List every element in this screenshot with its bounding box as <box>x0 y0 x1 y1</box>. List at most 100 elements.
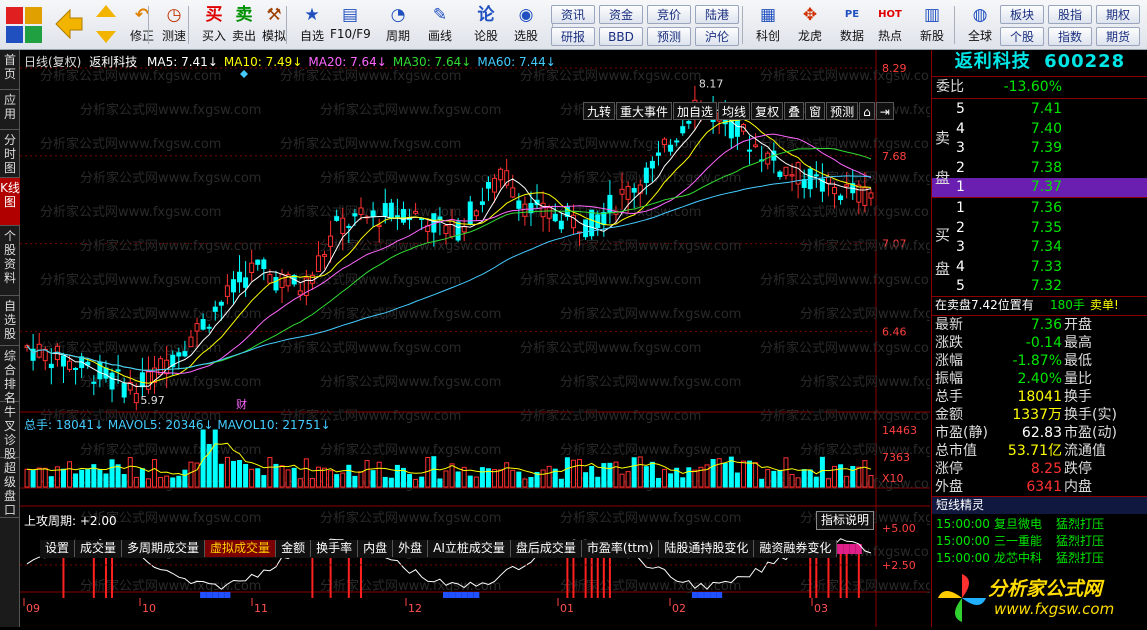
sell-order-row[interactable]: 1 7.37 <box>932 178 1147 197</box>
toolbar-small-button[interactable]: 资金 <box>599 5 643 24</box>
left-tab-8[interactable]: 超级盘口 <box>0 458 20 518</box>
volume-tab-4[interactable]: 金额 <box>276 540 312 557</box>
indicator-trough-block <box>704 592 711 598</box>
up-down-button[interactable] <box>92 2 120 48</box>
toolbar-pen-button[interactable]: ✎ 画线 <box>420 2 460 48</box>
stat-label-right: 流通值 <box>1064 443 1106 459</box>
indicator-button-1[interactable]: 重大事件 <box>616 102 673 120</box>
volume-bar <box>601 463 607 488</box>
indicator-trough-block <box>455 592 462 598</box>
indicator-button-3[interactable]: 均线 <box>718 102 751 120</box>
toolbar-small-button[interactable]: BBD <box>599 27 643 46</box>
sell-order-row[interactable]: 4 7.40 <box>932 120 1147 139</box>
indicator-button-4[interactable]: 复权 <box>751 102 784 120</box>
toolbar-small-button[interactable]: 指数 <box>1048 27 1092 46</box>
toolbar-small-button[interactable]: 竞价 <box>647 5 691 24</box>
sell-order-row[interactable]: 2 7.38 <box>932 159 1147 178</box>
left-tab-3[interactable]: K线图 <box>0 178 20 226</box>
indicator-button-0[interactable]: 九转 <box>583 102 616 120</box>
candle-body <box>801 179 807 188</box>
volume-tab-1[interactable]: 成交量 <box>75 540 123 557</box>
toolbar-hammer-button[interactable]: ⚒ 模拟 <box>254 2 294 48</box>
toolbar-small-button[interactable]: 预测 <box>647 27 691 46</box>
sell-order-row[interactable]: 5 7.41 <box>932 100 1147 119</box>
toolbar-button-label: 买入 <box>201 29 226 43</box>
left-tab-1[interactable]: 应用 <box>0 90 20 130</box>
volume-tab-7[interactable]: 外盘 <box>393 540 429 557</box>
toolbar-sell-button[interactable]: 卖卖出 <box>224 2 264 48</box>
toolbar-star-button[interactable]: ★ 自选 <box>292 2 332 48</box>
left-tab-4[interactable]: 个股资料 <box>0 226 20 296</box>
toolbar-small-button[interactable]: 研报 <box>551 27 595 46</box>
watermark-text: 分析家公式网www.fxgsw.com <box>560 510 741 526</box>
left-tab-6[interactable]: 综合排名 <box>0 346 20 405</box>
toolbar-small-button[interactable]: 沪伦 <box>695 27 739 46</box>
short-news-item[interactable]: 15:00:00 龙芯中科 猛烈打压 <box>932 550 1147 567</box>
short-news-item[interactable]: 15:00:00 复旦微电 猛烈打压 <box>932 516 1147 533</box>
volume-bar <box>200 429 206 488</box>
left-tab-7[interactable]: 牛叉诊股 <box>0 402 20 461</box>
toolbar-period-button[interactable]: ◔ 周期 <box>378 2 418 48</box>
volume-bar <box>346 464 352 488</box>
toolbar-discuss-button[interactable]: 论论股 <box>466 2 506 48</box>
volume-tab-9[interactable]: 盘后成交量 <box>511 540 582 557</box>
indicator-button-2[interactable]: 加自选 <box>673 102 718 120</box>
left-tab-5[interactable]: 自选股 <box>0 296 20 346</box>
buy-order-row[interactable]: 5 7.32 <box>932 277 1147 296</box>
buy-order-row[interactable]: 1 7.36 <box>932 199 1147 218</box>
toolbar-small-button[interactable]: 板块 <box>1000 5 1044 24</box>
toolbar-dragon-button[interactable]: ✥ 龙虎 <box>790 2 830 48</box>
volume-tab-2[interactable]: 多周期成交量 <box>122 540 206 557</box>
indicator-help-button[interactable]: 指标说明 <box>816 511 875 530</box>
toolbar-small-button[interactable]: 股指 <box>1048 5 1092 24</box>
toolbar-buy-button[interactable]: 买买入 <box>194 2 234 48</box>
toolbar-kechuang-button[interactable]: ▦ 科创 <box>748 2 788 48</box>
toolbar-gauge-button[interactable]: ◉ 选股 <box>506 2 546 48</box>
app-logo-icon[interactable] <box>4 5 44 45</box>
volume-tab-5[interactable]: 换手率 <box>311 540 359 557</box>
indicator-button-5[interactable]: 叠 <box>784 102 805 120</box>
toolbar-hot-button[interactable]: HOT 热点 <box>870 2 910 48</box>
buy-order-row[interactable]: 2 7.35 <box>932 219 1147 238</box>
volume-bar <box>771 470 777 488</box>
left-tab-0[interactable]: 首页 <box>0 50 20 90</box>
indicator-button-6[interactable]: 窗 <box>805 102 826 120</box>
volume-tab-10[interactable]: 市盈率(ttm) <box>582 540 660 557</box>
volume-tab-11[interactable]: 陆股通持股变化 <box>659 540 755 557</box>
buy-order-row[interactable]: 4 7.33 <box>932 258 1147 277</box>
buy-order-row[interactable]: 3 7.34 <box>932 238 1147 257</box>
candle-body <box>655 152 661 156</box>
volume-tab-3[interactable]: 虚拟成交量 <box>205 540 277 557</box>
candle-body <box>558 220 564 230</box>
short-news-item[interactable]: 15:00:00 三一重能 猛烈打压 <box>932 533 1147 550</box>
candle-body <box>819 178 825 192</box>
toolbar-newstock-button[interactable]: ▥ 新股 <box>912 2 952 48</box>
indicator-button-7[interactable]: 预测 <box>826 102 859 120</box>
volume-tab-0[interactable]: 设置 <box>40 540 76 557</box>
lock-icon[interactable]: ⌂ <box>859 102 875 120</box>
quote-stat-row: 总市值 53.71亿 流通值 <box>932 442 1147 460</box>
volume-tab-6[interactable]: 内盘 <box>358 540 394 557</box>
volume-tab-8[interactable]: AI立桩成交量 <box>428 540 511 557</box>
back-button[interactable] <box>52 2 86 48</box>
toolbar-clock-button[interactable]: ◷ 测速 <box>154 2 194 48</box>
toolbar-globe-button[interactable]: ◍ 全球 <box>960 2 1000 48</box>
toolbar-small-button[interactable]: 个股 <box>1000 27 1044 46</box>
left-tab-2[interactable]: 分时图 <box>0 130 20 178</box>
watermark-text: 分析家公式网www.fxgsw.com <box>320 170 501 186</box>
volume-tab-12[interactable]: 融资融券变化 <box>754 540 838 557</box>
toolbar-small-button[interactable]: 期权 <box>1096 5 1140 24</box>
pin-icon[interactable]: ⇥ <box>875 102 894 120</box>
toolbar-f10-button[interactable]: ▤ F10/F9 <box>330 2 371 48</box>
toolbar-small-button[interactable]: 期货 <box>1096 27 1140 46</box>
toolbar-pe-button[interactable]: PE 数据 <box>832 2 872 48</box>
toolbar-small-button[interactable]: 陆港 <box>695 5 739 24</box>
volume-bar <box>868 474 874 488</box>
ma-label-3: MA30: 7.64 <box>392 55 462 69</box>
toolbar-redo-button[interactable]: ↶ 修正 <box>122 2 162 48</box>
event-diamond-icon[interactable] <box>240 70 248 78</box>
sell-order-row[interactable]: 3 7.39 <box>932 139 1147 158</box>
toolbar-small-button[interactable]: 资讯 <box>551 5 595 24</box>
volume-bar <box>631 457 637 488</box>
volume-bar <box>789 473 795 488</box>
